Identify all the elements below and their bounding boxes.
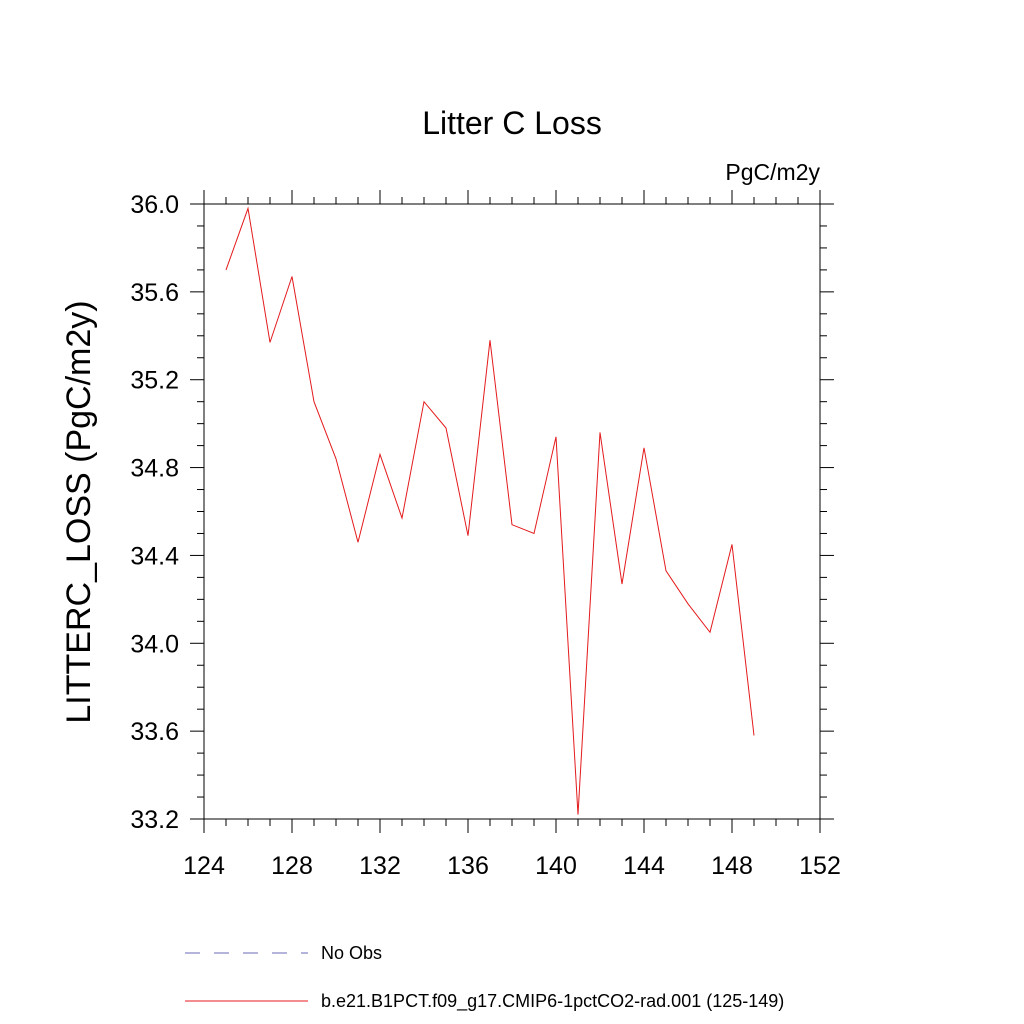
legend-label-model: b.e21.B1PCT.f09_g17.CMIP6-1pctCO2-rad.00… [321,991,784,1012]
y-tick-label: 35.6 [130,279,179,307]
units-label: PgC/m2y [725,159,820,185]
y-tick-label: 36.0 [130,191,179,219]
y-tick-label: 34.8 [130,455,179,483]
x-tick-labels: 124 128 132 136 140 144 148 152 [183,852,841,880]
x-tick-label: 144 [623,852,665,880]
plot-frame [203,203,821,820]
y-axis-label: LITTERC_LOSS (PgC/m2y) [60,300,98,723]
y-tick-label: 34.4 [130,542,179,570]
x-tick-label: 140 [535,852,577,880]
x-tick-label: 132 [359,852,401,880]
legend-label-no-obs: No Obs [321,943,382,963]
y-tick-label: 35.2 [130,367,179,395]
axis-ticks [190,190,834,833]
y-tick-labels: 33.2 33.6 34.0 34.4 34.8 35.2 35.6 36.0 [130,191,179,834]
y-tick-label: 33.6 [130,718,179,746]
y-tick-label: 33.2 [130,806,179,834]
x-tick-label: 148 [711,852,753,880]
x-tick-label: 136 [447,852,489,880]
x-tick-label: 152 [799,852,841,880]
x-tick-label: 128 [271,852,313,880]
x-tick-label: 124 [183,852,225,880]
legend: No Obs b.e21.B1PCT.f09_g17.CMIP6-1pctCO2… [185,943,784,1012]
y-tick-label: 34.0 [130,630,179,658]
series-layer [225,206,755,815]
chart-title: Litter C Loss [422,105,602,141]
series-line [225,206,755,815]
